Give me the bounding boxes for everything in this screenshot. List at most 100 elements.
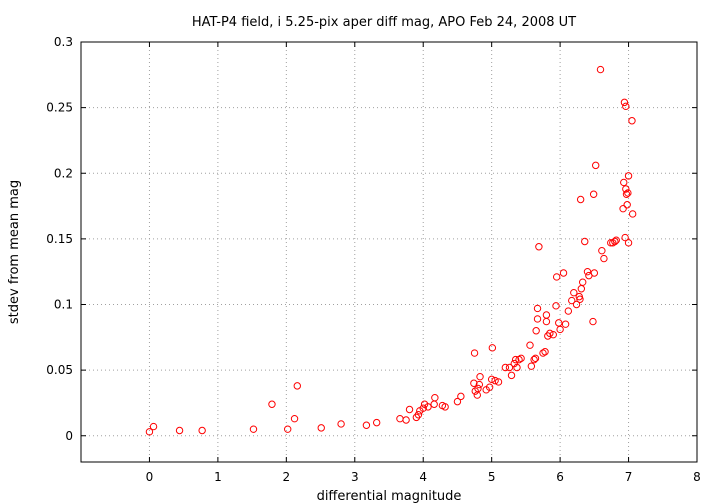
data-point [624, 189, 632, 197]
data-point [419, 404, 427, 412]
data-point [589, 190, 598, 198]
data-point [622, 190, 631, 198]
data-point [317, 424, 325, 432]
data-point [198, 426, 206, 435]
data-point [539, 349, 547, 357]
data-point [441, 403, 449, 411]
data-point [145, 428, 154, 436]
data-point [577, 285, 586, 293]
data-point [470, 379, 478, 387]
data-point [556, 325, 564, 334]
data-point [549, 330, 557, 339]
data-point [619, 204, 627, 213]
y-tick-label: 0 [65, 429, 73, 443]
data-point [284, 425, 292, 433]
data-point [541, 348, 549, 356]
data-point [175, 426, 184, 435]
data-point [624, 239, 633, 247]
data-point [620, 178, 628, 187]
data-point [533, 315, 542, 323]
data-point [570, 288, 578, 297]
data-point [476, 372, 484, 381]
data-points [145, 65, 637, 436]
data-point [624, 172, 633, 180]
data-point [552, 273, 561, 281]
data-point [572, 300, 581, 309]
x-tick-label: 5 [488, 470, 496, 484]
data-point [532, 327, 540, 335]
data-point [564, 307, 573, 315]
x-tick-label: 0 [146, 470, 154, 484]
data-point [622, 102, 630, 111]
data-point [546, 329, 554, 338]
data-point [372, 418, 381, 427]
y-tick-label: 0.2 [54, 166, 73, 180]
data-point [457, 392, 465, 401]
y-tick-label: 0.05 [46, 363, 73, 377]
data-point [485, 383, 494, 391]
data-point [507, 371, 516, 380]
data-point [511, 355, 520, 364]
data-point [552, 302, 560, 310]
y-axis-label: stdev from mean mag [7, 180, 22, 324]
data-point [555, 319, 563, 327]
x-tick-label: 8 [693, 470, 701, 484]
data-point [453, 397, 462, 406]
data-point [488, 344, 497, 352]
data-point [592, 161, 600, 170]
data-point [530, 355, 538, 364]
y-tick-label: 0.3 [54, 35, 73, 49]
x-tick-label: 6 [556, 470, 564, 484]
data-point [249, 425, 258, 433]
data-point [561, 320, 570, 328]
y-tick-label: 0.15 [46, 232, 73, 246]
data-point [598, 246, 606, 255]
data-point [470, 349, 479, 357]
y-tick-label: 0.1 [54, 298, 73, 312]
x-tick-label: 1 [214, 470, 222, 484]
data-point [622, 185, 630, 193]
data-point [396, 414, 404, 423]
chart-title: HAT-P4 field, i 5.25-pix aper diff mag, … [192, 15, 576, 30]
data-point [542, 311, 551, 319]
data-point [513, 363, 521, 372]
data-point [576, 295, 584, 303]
data-point [542, 317, 551, 326]
data-point [473, 391, 481, 399]
data-point [491, 376, 499, 385]
x-tick-label: 2 [283, 470, 291, 484]
data-point [621, 233, 629, 242]
data-point [533, 304, 542, 313]
data-point [589, 317, 597, 326]
axis-ticks: 0 1 2 3 4 5 6 7 8 0 0.05 0.1 0.15 0.2 0.25 0.3 [46, 35, 701, 484]
data-point [494, 378, 503, 386]
data-point [431, 393, 439, 402]
data-point [611, 237, 619, 246]
data-point [568, 296, 576, 305]
data-point [583, 267, 592, 276]
data-point [362, 421, 371, 429]
data-point [405, 405, 414, 414]
data-point [596, 65, 605, 74]
data-point [501, 363, 510, 372]
data-point [531, 354, 540, 363]
data-point [590, 269, 599, 277]
data-point [149, 422, 158, 431]
data-point [474, 384, 482, 393]
data-point [581, 237, 589, 246]
data-point [612, 236, 620, 244]
data-point [578, 278, 587, 286]
data-point [268, 400, 276, 408]
data-point [623, 201, 631, 209]
x-tick-label: 4 [419, 470, 427, 484]
data-point [505, 363, 514, 372]
data-point [515, 355, 523, 364]
x-axis-label: differential magnitude [317, 489, 462, 504]
data-point [337, 420, 345, 428]
x-tick-label: 3 [351, 470, 359, 484]
data-point [535, 243, 543, 251]
data-point [414, 411, 423, 419]
data-point [475, 380, 484, 389]
data-point [293, 382, 301, 390]
